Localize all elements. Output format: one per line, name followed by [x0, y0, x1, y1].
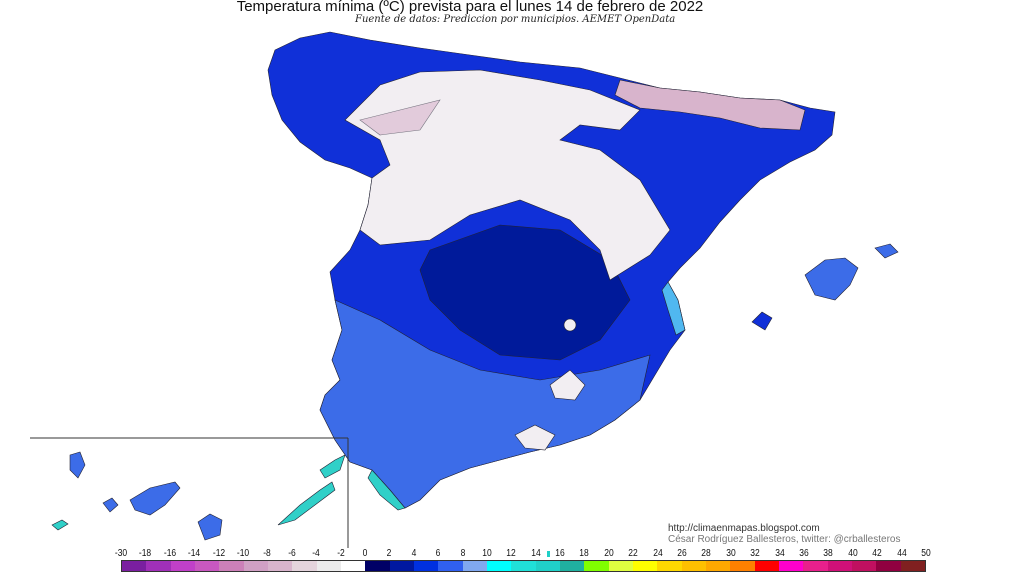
legend-label: 18 [579, 548, 590, 559]
lanzarote-island [319, 454, 346, 479]
legend-label: 28 [701, 548, 712, 559]
legend-swatch [340, 561, 366, 571]
legend-swatch [827, 561, 852, 571]
legend-swatch [389, 561, 414, 571]
legend-label: -2 [336, 548, 345, 559]
la-gomera-island [102, 497, 119, 513]
credits-url: http://climaenmapas.blogspot.com [668, 523, 820, 534]
legend-swatch [462, 561, 487, 571]
legend-label: -10 [236, 548, 250, 559]
ibiza-island [751, 311, 773, 331]
menorca-island [874, 243, 899, 259]
el-hierro-island [51, 519, 69, 531]
mountain-region [549, 369, 586, 401]
legend-label: 22 [628, 548, 638, 559]
legend-label: -16 [163, 548, 176, 559]
legend-swatch [219, 561, 244, 571]
fuerteventura-island [277, 481, 336, 526]
tenerife-island [129, 481, 181, 516]
legend-swatch [535, 561, 560, 571]
legend-label: -12 [212, 548, 225, 559]
legend-label: -18 [139, 548, 152, 559]
legend-label: 12 [506, 548, 517, 559]
legend-swatch [438, 561, 463, 571]
legend-label: 6 [435, 548, 441, 559]
legend-swatch [632, 561, 658, 571]
legend-label: 34 [774, 548, 785, 559]
legend-swatch [316, 561, 341, 571]
legend-swatch [146, 561, 171, 571]
map-title: Temperatura mínima (ºC) prevista para el… [236, 0, 704, 15]
legend-label: 26 [677, 548, 687, 559]
credits: http://climaenmapas.blogspot.com César R… [668, 523, 900, 545]
legend-label: 42 [872, 548, 882, 559]
legend-label: -6 [287, 548, 296, 559]
legend-swatch [413, 561, 439, 571]
legend-label: -8 [263, 548, 272, 559]
gran-canaria-island [197, 513, 223, 541]
legend-label: -30 [114, 548, 128, 559]
legend-swatch [511, 561, 536, 571]
legend-swatch [584, 561, 609, 571]
legend-label: 0 [362, 548, 368, 559]
legend-label: 2 [386, 548, 392, 559]
legend-label: 4 [411, 548, 417, 559]
legend-label: 8 [460, 548, 465, 559]
legend-label: -4 [312, 548, 320, 559]
legend-label: 38 [823, 548, 834, 559]
legend-swatch [365, 561, 390, 571]
legend-swatch [681, 561, 706, 571]
legend-swatch [730, 561, 755, 571]
central-core-region [419, 224, 631, 361]
north-plateau-region [344, 69, 671, 281]
legend-swatch [803, 561, 828, 571]
legend-swatch [267, 561, 293, 571]
legend-swatch [486, 561, 512, 571]
legend-marker [546, 551, 550, 557]
legend-label: 24 [652, 548, 663, 559]
legend-swatch [559, 561, 585, 571]
legend-label: 30 [726, 548, 736, 559]
legend-swatch [122, 561, 147, 571]
legend-swatch [754, 561, 779, 571]
legend-swatch [292, 561, 317, 571]
legend-label: 50 [921, 548, 931, 559]
mallorca-island [804, 257, 859, 301]
legend-label: 40 [848, 548, 858, 559]
sierra-region [514, 424, 556, 451]
legend-labels: -30 -18 -16 -14 -12 -10 -8 -6 -4 -2 0 2 4 6 8 10 12 14 16 1… [115, 548, 931, 560]
legend-swatch [194, 561, 220, 571]
legend-swatch [657, 561, 682, 571]
legend-label: 44 [896, 548, 907, 559]
legend-label: 20 [604, 548, 614, 559]
mountain-spot [563, 318, 577, 332]
south-region [319, 299, 651, 509]
legend-swatch [876, 561, 901, 571]
legend-label: -14 [188, 548, 201, 559]
pyrenees-region [614, 79, 806, 131]
legend-label: 16 [555, 548, 565, 559]
legend-swatch [243, 561, 268, 571]
east-coast-region [661, 281, 686, 336]
legend-swatch [170, 561, 195, 571]
legend-swatch [608, 561, 633, 571]
legend-swatch [851, 561, 877, 571]
la-palma-island [69, 451, 86, 479]
legend-label: 32 [750, 548, 760, 559]
legend-label: 10 [482, 548, 492, 559]
credits-author: César Rodríguez Ballesteros, twitter: @c… [668, 534, 901, 545]
cadiz-coast-region [367, 469, 406, 511]
legend-swatch [705, 561, 731, 571]
legend-swatch [900, 561, 925, 571]
legend-label: 14 [530, 548, 541, 559]
color-legend: -30 -18 -16 -14 -12 -10 -8 -6 -4 -2 0 2 4 6 8 10 12 14 16 1… [115, 548, 931, 574]
cantabria-frost-region [359, 99, 441, 136]
legend-swatch [778, 561, 804, 571]
legend-bar [121, 560, 926, 572]
legend-label: 36 [799, 548, 809, 559]
map-subtitle: Fuente de datos: Prediccion por municipi… [355, 14, 676, 25]
